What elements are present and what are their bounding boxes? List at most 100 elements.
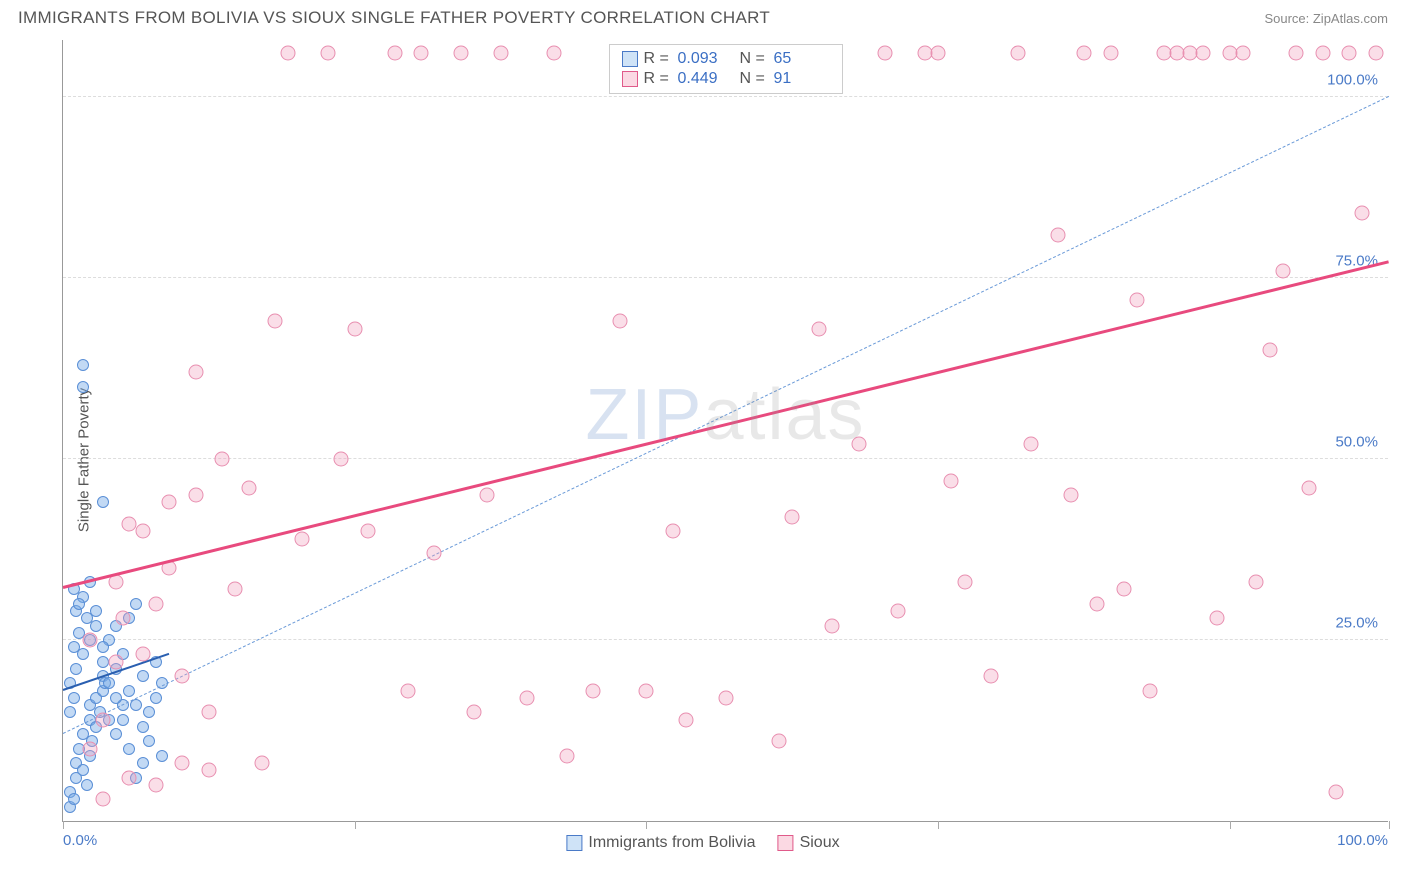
scatter-point bbox=[1315, 46, 1330, 61]
scatter-point bbox=[878, 46, 893, 61]
scatter-point bbox=[135, 524, 150, 539]
scatter-point bbox=[480, 488, 495, 503]
scatter-point bbox=[334, 451, 349, 466]
scatter-point bbox=[321, 46, 336, 61]
scatter-point bbox=[109, 654, 124, 669]
scatter-point bbox=[546, 46, 561, 61]
scatter-point bbox=[115, 611, 130, 626]
scatter-point bbox=[1209, 611, 1224, 626]
scatter-point bbox=[175, 756, 190, 771]
chart-title: IMMIGRANTS FROM BOLIVIA VS SIOUX SINGLE … bbox=[18, 8, 770, 28]
scatter-point bbox=[414, 46, 429, 61]
scatter-point bbox=[73, 598, 85, 610]
source-label: Source: ZipAtlas.com bbox=[1264, 11, 1388, 26]
scatter-point bbox=[97, 641, 109, 653]
scatter-point bbox=[679, 712, 694, 727]
scatter-point bbox=[281, 46, 296, 61]
scatter-point bbox=[162, 495, 177, 510]
scatter-point bbox=[559, 748, 574, 763]
scatter-point bbox=[81, 779, 93, 791]
scatter-point bbox=[201, 705, 216, 720]
scatter-point bbox=[175, 669, 190, 684]
scatter-point bbox=[130, 598, 142, 610]
scatter-point bbox=[137, 721, 149, 733]
scatter-point bbox=[347, 321, 362, 336]
scatter-point bbox=[77, 359, 89, 371]
legend-series-label: Sioux bbox=[800, 834, 840, 852]
scatter-point bbox=[77, 381, 89, 393]
scatter-point bbox=[137, 670, 149, 682]
legend-stats: R =0.093N =65R =0.449N =91 bbox=[609, 44, 843, 94]
scatter-point bbox=[1050, 227, 1065, 242]
trend-line bbox=[63, 261, 1390, 590]
scatter-point bbox=[1077, 46, 1092, 61]
scatter-point bbox=[1275, 263, 1290, 278]
legend-n-value: 65 bbox=[774, 50, 830, 68]
scatter-point bbox=[944, 473, 959, 488]
scatter-point bbox=[110, 728, 122, 740]
gridline bbox=[63, 458, 1388, 459]
scatter-point bbox=[1116, 582, 1131, 597]
x-tick bbox=[355, 821, 356, 829]
gridline bbox=[63, 639, 1388, 640]
scatter-point bbox=[665, 524, 680, 539]
scatter-point bbox=[123, 685, 135, 697]
scatter-point bbox=[148, 777, 163, 792]
scatter-point bbox=[1368, 46, 1383, 61]
scatter-point bbox=[64, 706, 76, 718]
legend-n-label: N = bbox=[740, 70, 768, 88]
scatter-point bbox=[110, 692, 122, 704]
scatter-point bbox=[1302, 480, 1317, 495]
y-tick-label: 100.0% bbox=[1327, 71, 1378, 88]
x-tick bbox=[646, 821, 647, 829]
gridline bbox=[63, 96, 1388, 97]
scatter-point bbox=[241, 480, 256, 495]
plot-area: ZIPatlas R =0.093N =65R =0.449N =91 0.0%… bbox=[62, 40, 1388, 822]
scatter-point bbox=[400, 683, 415, 698]
scatter-point bbox=[68, 793, 80, 805]
scatter-point bbox=[825, 618, 840, 633]
x-axis-min-label: 0.0% bbox=[63, 832, 97, 849]
x-tick bbox=[1230, 821, 1231, 829]
scatter-point bbox=[387, 46, 402, 61]
legend-r-label: R = bbox=[644, 50, 672, 68]
scatter-point bbox=[95, 792, 110, 807]
scatter-point bbox=[117, 714, 129, 726]
legend-swatch bbox=[622, 51, 638, 67]
scatter-point bbox=[156, 750, 168, 762]
scatter-point bbox=[215, 451, 230, 466]
scatter-point bbox=[520, 690, 535, 705]
scatter-point bbox=[1196, 46, 1211, 61]
scatter-point bbox=[294, 531, 309, 546]
scatter-point bbox=[1143, 683, 1158, 698]
legend-stat-row: R =0.093N =65 bbox=[622, 49, 830, 69]
scatter-point bbox=[1090, 596, 1105, 611]
x-tick bbox=[63, 821, 64, 829]
gridline bbox=[63, 277, 1388, 278]
scatter-point bbox=[1342, 46, 1357, 61]
scatter-point bbox=[150, 692, 162, 704]
scatter-point bbox=[1023, 437, 1038, 452]
scatter-point bbox=[135, 647, 150, 662]
scatter-point bbox=[1130, 292, 1145, 307]
y-tick-label: 50.0% bbox=[1335, 433, 1378, 450]
scatter-point bbox=[719, 690, 734, 705]
scatter-point bbox=[143, 706, 155, 718]
chart-container: Single Father Poverty ZIPatlas R =0.093N… bbox=[18, 40, 1388, 880]
x-axis-max-label: 100.0% bbox=[1337, 832, 1388, 849]
scatter-point bbox=[1063, 488, 1078, 503]
scatter-point bbox=[97, 656, 109, 668]
scatter-point bbox=[772, 734, 787, 749]
scatter-point bbox=[103, 677, 115, 689]
scatter-point bbox=[68, 692, 80, 704]
x-tick bbox=[1389, 821, 1390, 829]
scatter-point bbox=[811, 321, 826, 336]
scatter-point bbox=[1103, 46, 1118, 61]
scatter-point bbox=[82, 741, 97, 756]
scatter-point bbox=[851, 437, 866, 452]
scatter-point bbox=[1289, 46, 1304, 61]
y-tick-label: 25.0% bbox=[1335, 614, 1378, 631]
scatter-point bbox=[467, 705, 482, 720]
scatter-point bbox=[586, 683, 601, 698]
scatter-point bbox=[77, 648, 89, 660]
